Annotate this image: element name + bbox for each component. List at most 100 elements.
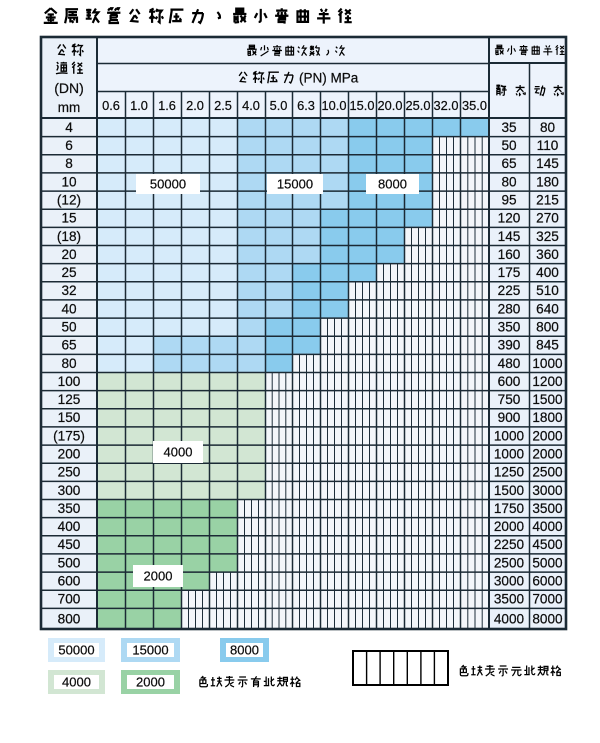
- svg-text:700: 700: [58, 592, 81, 607]
- svg-text:1800: 1800: [532, 410, 563, 425]
- svg-text:(175): (175): [53, 428, 85, 443]
- svg-text:1250: 1250: [494, 465, 525, 480]
- svg-text:10: 10: [61, 174, 77, 189]
- svg-text:200: 200: [58, 447, 81, 462]
- svg-text:4: 4: [65, 120, 73, 135]
- svg-text:1.0: 1.0: [130, 98, 148, 113]
- svg-text:845: 845: [536, 338, 559, 353]
- svg-text:7000: 7000: [532, 592, 563, 607]
- svg-text:360: 360: [536, 247, 559, 262]
- svg-text:4.0: 4.0: [242, 98, 260, 113]
- svg-text:600: 600: [498, 374, 521, 389]
- svg-text:2250: 2250: [494, 537, 525, 552]
- svg-text:1000: 1000: [494, 428, 525, 443]
- svg-text:5.0: 5.0: [270, 98, 288, 113]
- svg-text:50000: 50000: [58, 643, 94, 658]
- svg-text:6.3: 6.3: [297, 98, 315, 113]
- svg-text:3000: 3000: [532, 483, 563, 498]
- svg-text:0.6: 0.6: [102, 98, 120, 113]
- svg-text:(18): (18): [57, 229, 81, 244]
- svg-text:2000: 2000: [144, 569, 173, 584]
- svg-text:390: 390: [498, 338, 521, 353]
- svg-text:8000: 8000: [230, 643, 259, 658]
- svg-text:65: 65: [61, 338, 76, 353]
- svg-text:80: 80: [61, 356, 77, 371]
- svg-text:640: 640: [536, 301, 559, 316]
- svg-text:350: 350: [498, 320, 521, 335]
- svg-text:4000: 4000: [532, 519, 563, 534]
- svg-text:2500: 2500: [532, 465, 563, 480]
- svg-text:10.0: 10.0: [322, 98, 347, 113]
- svg-text:25.0: 25.0: [406, 98, 431, 113]
- svg-text:215: 215: [536, 193, 559, 208]
- svg-text:300: 300: [58, 483, 81, 498]
- svg-text:80: 80: [540, 120, 556, 135]
- svg-text:400: 400: [58, 519, 81, 534]
- svg-text:1200: 1200: [532, 374, 563, 389]
- svg-text:80: 80: [501, 174, 517, 189]
- svg-text:100: 100: [58, 374, 81, 389]
- svg-text:32.0: 32.0: [434, 98, 459, 113]
- svg-text:450: 450: [58, 537, 81, 552]
- svg-text:800: 800: [58, 612, 81, 627]
- svg-text:6000: 6000: [532, 574, 563, 589]
- svg-text:2.0: 2.0: [186, 98, 204, 113]
- svg-text:2000: 2000: [136, 675, 165, 690]
- svg-text:2500: 2500: [494, 555, 525, 570]
- svg-text:20.0: 20.0: [378, 98, 403, 113]
- svg-text:15000: 15000: [132, 643, 168, 658]
- svg-text:1000: 1000: [532, 356, 563, 371]
- svg-text:8000: 8000: [378, 177, 407, 192]
- svg-text:25: 25: [61, 265, 76, 280]
- svg-text:500: 500: [58, 555, 81, 570]
- svg-text:50000: 50000: [150, 177, 186, 192]
- svg-text:5000: 5000: [532, 555, 563, 570]
- svg-text:510: 510: [536, 283, 559, 298]
- svg-text:120: 120: [498, 211, 521, 226]
- svg-text:6: 6: [65, 138, 73, 153]
- svg-text:480: 480: [498, 356, 521, 371]
- svg-text:400: 400: [536, 265, 559, 280]
- svg-text:180: 180: [536, 174, 559, 189]
- svg-text:125: 125: [58, 392, 81, 407]
- svg-text:750: 750: [498, 392, 521, 407]
- svg-text:32: 32: [61, 283, 76, 298]
- svg-text:35: 35: [501, 120, 516, 135]
- svg-text:350: 350: [58, 501, 81, 516]
- svg-text:175: 175: [498, 265, 521, 280]
- svg-text:(DN): (DN): [54, 80, 84, 96]
- svg-text:145: 145: [536, 156, 559, 171]
- svg-text:1500: 1500: [532, 392, 563, 407]
- svg-text:15: 15: [61, 211, 76, 226]
- svg-text:600: 600: [58, 574, 81, 589]
- svg-text:95: 95: [501, 193, 516, 208]
- svg-text:(12): (12): [57, 193, 81, 208]
- svg-text:3000: 3000: [494, 574, 525, 589]
- svg-text:15000: 15000: [277, 177, 313, 192]
- svg-text:150: 150: [58, 410, 81, 425]
- svg-text:4500: 4500: [532, 537, 563, 552]
- svg-text:35.0: 35.0: [462, 98, 487, 113]
- svg-text:1500: 1500: [494, 483, 525, 498]
- svg-text:800: 800: [536, 320, 559, 335]
- svg-text:8: 8: [65, 156, 73, 171]
- svg-text:145: 145: [498, 229, 521, 244]
- svg-text:20: 20: [61, 247, 77, 262]
- svg-text:270: 270: [536, 211, 559, 226]
- svg-text:325: 325: [536, 229, 559, 244]
- svg-text:1000: 1000: [494, 447, 525, 462]
- svg-text:4000: 4000: [494, 612, 525, 627]
- svg-text:mm: mm: [58, 100, 81, 115]
- svg-text:225: 225: [498, 283, 521, 298]
- svg-text:1750: 1750: [494, 501, 525, 516]
- svg-text:50: 50: [61, 320, 77, 335]
- svg-text:40: 40: [61, 301, 77, 316]
- svg-text:900: 900: [498, 410, 521, 425]
- svg-text:3500: 3500: [532, 501, 563, 516]
- svg-text:3500: 3500: [494, 592, 525, 607]
- svg-text:2000: 2000: [532, 428, 563, 443]
- svg-text:65: 65: [501, 156, 516, 171]
- svg-text:2.5: 2.5: [214, 98, 232, 113]
- svg-text:4000: 4000: [62, 675, 91, 690]
- svg-text:(PN) MPa: (PN) MPa: [299, 71, 359, 86]
